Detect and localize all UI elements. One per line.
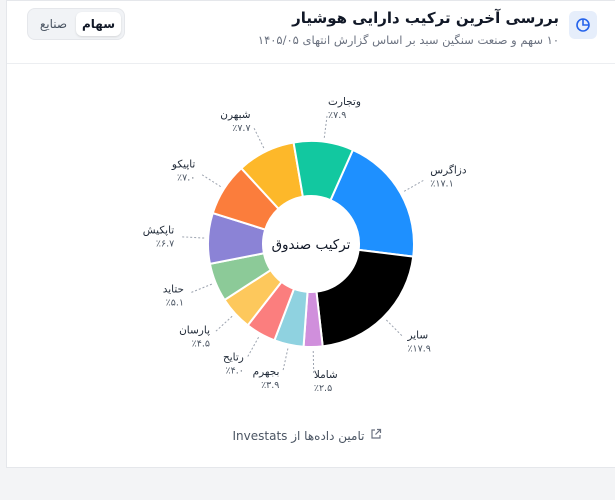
slice-label-5: رتایح (223, 351, 244, 363)
leader-line-5 (247, 337, 260, 357)
page-subtitle: ۱۰ سهم و صنعت سنگین سبد بر اساس گزارش ان… (257, 33, 559, 47)
leader-line-11 (323, 115, 328, 138)
leader-line-2 (385, 319, 403, 336)
page-title: بررسی آخرین ترکیب دارایی هوشیار (292, 9, 559, 27)
donut-slice-2[interactable] (315, 248, 415, 348)
slice-value-1: ٪۱۷.۱ (430, 179, 453, 190)
slice-value-6: ٪۴.۵ (192, 339, 210, 350)
external-link-icon[interactable] (370, 428, 382, 443)
donut-slice-11[interactable] (292, 140, 355, 202)
slice-value-2: ٪۱۷.۹ (407, 343, 430, 354)
slice-value-9: ٪۷.۰ (177, 173, 195, 184)
slice-label-6: پارسان (179, 325, 210, 337)
slice-label-11: وتجارت (328, 96, 361, 108)
leader-line-6 (215, 315, 233, 332)
slice-label-7: حتاید (163, 283, 184, 295)
donut-slice-1[interactable] (329, 148, 415, 258)
slice-label-3: شاملا (314, 369, 338, 381)
leader-line-9 (201, 174, 221, 188)
data-source[interactable]: تامین داده‌ها از Investats (0, 428, 615, 443)
view-tabs: صنایع سهام (27, 8, 125, 40)
leader-line-4 (282, 348, 289, 371)
portfolio-card: بررسی آخرین ترکیب دارایی هوشیار ۱۰ سهم و… (6, 0, 615, 468)
slice-label-9: تاپیکو (171, 159, 196, 171)
leader-line-7 (191, 283, 212, 293)
leader-line-8 (182, 236, 205, 239)
tab-stocks[interactable]: سهام (76, 12, 121, 36)
data-source-text[interactable]: تامین داده‌ها از Investats (232, 428, 365, 443)
donut-center-label: ترکیب صندوق (272, 237, 351, 253)
slice-label-2: سایر (406, 329, 428, 341)
slice-value-10: ٪۷.۷ (232, 123, 250, 134)
tab-industries[interactable]: صنایع (39, 17, 68, 31)
slice-label-8: تاپکیش (143, 224, 174, 236)
slice-value-7: ٪۵.۱ (166, 297, 184, 308)
slice-value-11: ٪۷.۹ (328, 110, 346, 121)
slice-label-4: بجهرم (253, 366, 280, 378)
leader-line-10 (253, 128, 265, 149)
slice-value-5: ٪۴.۰ (226, 365, 244, 376)
slice-value-4: ٪۳.۹ (261, 380, 279, 391)
slice-label-10: شبهرن (220, 109, 250, 121)
slice-label-1: دزاگرس (430, 164, 467, 177)
leader-line-1 (403, 180, 424, 192)
slice-value-8: ٪۶.۷ (156, 238, 174, 249)
pie-chart-icon (569, 11, 597, 39)
slice-value-3: ٪۲.۵ (314, 383, 332, 394)
header-divider (7, 63, 615, 64)
